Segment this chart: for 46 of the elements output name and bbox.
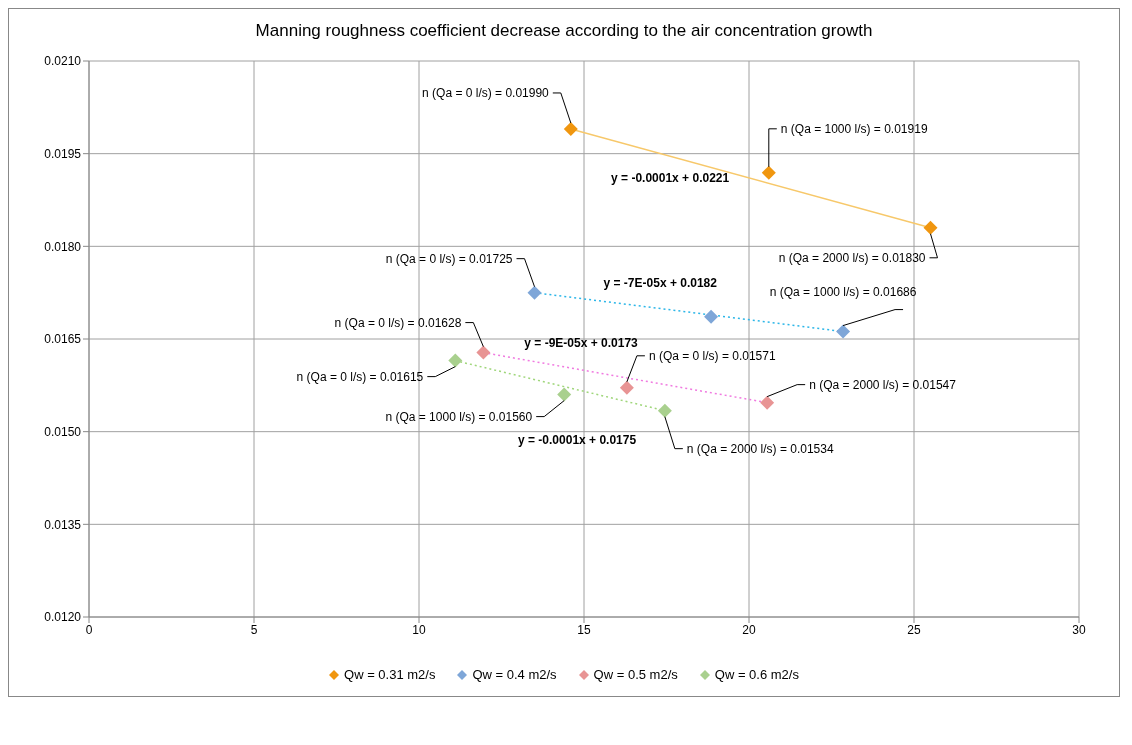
legend-label: Qw = 0.4 m2/s: [471, 667, 557, 682]
point: [476, 345, 491, 360]
annotation: n (Qa = 0 l/s) = 0.01571: [648, 348, 776, 363]
annotation: n (Qa = 2000 l/s) = 0.01830: [778, 250, 926, 265]
annotation: n (Qa = 0 l/s) = 0.01615: [296, 369, 424, 384]
x-tick-label: 5: [250, 622, 258, 637]
chart-title: Manning roughness coefficient decrease according to the air concentration growth: [254, 21, 874, 41]
annotation: y = -0.0001x + 0.0221: [611, 170, 730, 185]
x-tick-label: 30: [1072, 622, 1086, 637]
annotation: n (Qa = 0 l/s) = 0.01990: [422, 85, 550, 100]
x-tick-label: 25: [907, 622, 921, 637]
point: [619, 380, 634, 395]
annotation: n (Qa = 2000 l/s) = 0.01534: [686, 441, 834, 456]
annotation: y = -9E-05x + 0.0173: [524, 335, 639, 350]
legend-label: Qw = 0.31 m2/s: [343, 667, 436, 682]
y-tick-label: 0.0195: [44, 146, 82, 161]
legend-label: Qw = 0.5 m2/s: [592, 667, 678, 682]
x-tick-label: 10: [412, 622, 426, 637]
y-tick-label: 0.0150: [44, 424, 82, 439]
point: [448, 353, 463, 368]
y-tick-label: 0.0135: [44, 517, 82, 532]
annotation: n (Qa = 0 l/s) = 0.01628: [334, 315, 462, 330]
point: [760, 395, 775, 410]
point: [761, 165, 776, 180]
y-tick-label: 0.0180: [44, 239, 82, 254]
annotation: n (Qa = 0 l/s) = 0.01725: [385, 251, 513, 266]
point: [557, 387, 572, 402]
y-tick-label: 0.0120: [44, 610, 82, 625]
y-tick-label: 0.0210: [44, 54, 82, 69]
annotation: n (Qa = 1000 l/s) = 0.01560: [385, 409, 533, 424]
point: [923, 220, 938, 235]
annotation: n (Qa = 1000 l/s) = 0.01686: [769, 284, 917, 299]
x-tick-label: 0: [85, 622, 93, 637]
point: [704, 309, 719, 324]
y-tick-label: 0.0165: [44, 332, 82, 347]
annotation: y = -0.0001x + 0.0175: [518, 433, 637, 448]
legend-label: Qw = 0.6 m2/s: [713, 667, 799, 682]
x-tick-label: 20: [742, 622, 756, 637]
point: [836, 324, 851, 339]
x-tick-label: 15: [577, 622, 591, 637]
annotation: n (Qa = 1000 l/s) = 0.01919: [780, 121, 928, 136]
point: [657, 403, 672, 418]
annotation: y = -7E-05x + 0.0182: [603, 275, 718, 290]
point: [563, 121, 578, 136]
point: [527, 285, 542, 300]
annotation: n (Qa = 2000 l/s) = 0.01547: [809, 377, 957, 392]
